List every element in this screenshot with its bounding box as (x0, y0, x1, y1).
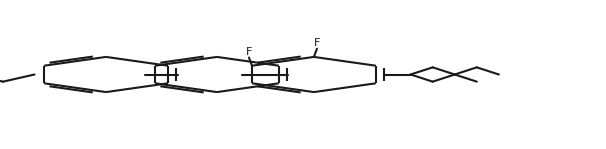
Text: F: F (246, 47, 252, 57)
Text: F: F (314, 38, 320, 48)
